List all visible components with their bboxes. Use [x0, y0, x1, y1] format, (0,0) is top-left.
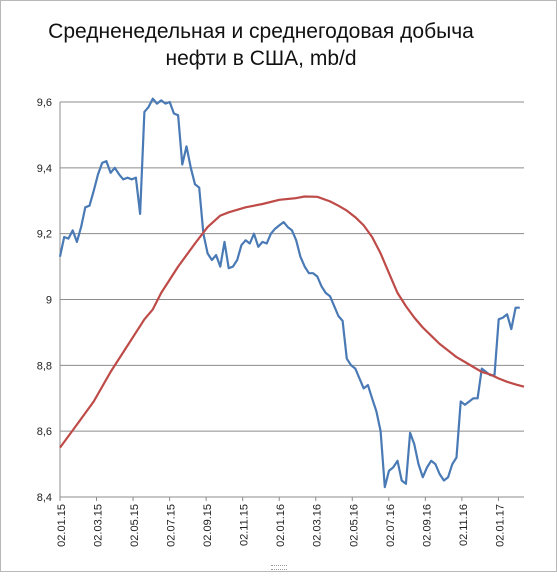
- x-tick-label: 02.01.16: [275, 504, 287, 547]
- x-tick-label: 02.09.15: [202, 504, 214, 547]
- y-tick-label: 8,4: [37, 492, 52, 504]
- x-tick-label: 02.11.16: [458, 504, 470, 546]
- x-tick-label: 02.07.15: [166, 504, 178, 547]
- x-tick-label: 02.01.15: [56, 504, 68, 547]
- x-tick-label: 02.01.17: [494, 504, 506, 547]
- x-tick-label: 02.07.16: [385, 504, 397, 547]
- x-tick-label: 02.03.16: [312, 504, 324, 547]
- x-tick-label: 02.09.16: [421, 504, 433, 547]
- y-tick-label: 9,2: [37, 229, 52, 241]
- y-tick-label: 8,6: [37, 426, 52, 438]
- series-line-weekly: [58, 97, 520, 489]
- y-tick-label: 9,4: [37, 163, 52, 175]
- x-tick-label: 02.05.16: [348, 504, 360, 547]
- x-tick-label: 02.11.15: [239, 504, 251, 546]
- y-tick-label: 8,8: [37, 360, 52, 372]
- y-tick-label: 9: [46, 295, 52, 307]
- x-tick-label: 02.05.15: [129, 504, 141, 547]
- y-tick-label: 9,6: [37, 97, 52, 109]
- series-line-annual: [59, 195, 525, 449]
- chart-title-line-1: Средненедельная и среднегодовая добыча: [48, 20, 474, 43]
- x-tick-label: 02.03.15: [93, 504, 105, 547]
- chart-title-line-2: нефти в США, mb/d: [165, 47, 357, 70]
- resize-handle[interactable]: [271, 565, 287, 570]
